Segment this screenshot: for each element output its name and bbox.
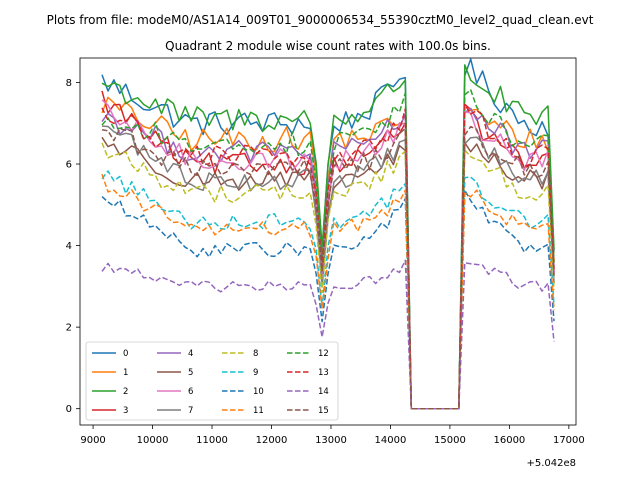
x-tick-label: 16000 xyxy=(493,435,525,446)
legend-label-2: 2 xyxy=(123,387,128,397)
legend-label-7: 7 xyxy=(188,406,193,416)
x-tick-label: 10000 xyxy=(137,435,169,446)
legend-label-14: 14 xyxy=(318,387,329,397)
x-offset-text: +5.042e8 xyxy=(526,458,576,469)
chart-title: Quadrant 2 module wise count rates with … xyxy=(165,39,491,53)
plot-frame xyxy=(79,57,577,426)
suptitle: Plots from file: modeM0/AS1A14_009T01_90… xyxy=(47,13,594,27)
series-line-8 xyxy=(101,142,555,410)
x-axis: 9000 10000 11000 12000 13000 14000 15000 16000 1… xyxy=(80,425,585,446)
series-line-15 xyxy=(101,125,555,410)
series-line-14 xyxy=(101,259,555,410)
x-tick-label: 17000 xyxy=(553,435,585,446)
legend-label-11: 11 xyxy=(253,406,264,416)
legend-label-12: 12 xyxy=(318,349,329,359)
legend-label-9: 9 xyxy=(253,368,258,378)
legend-label-5: 5 xyxy=(188,368,193,378)
legend-label-15: 15 xyxy=(318,406,329,416)
y-tick-label: 4 xyxy=(66,241,72,252)
legend-label-0: 0 xyxy=(123,349,128,359)
y-axis: 0 2 4 6 8 xyxy=(66,78,80,415)
series-line-11 xyxy=(101,173,555,410)
legend-label-13: 13 xyxy=(318,368,329,378)
y-tick-label: 6 xyxy=(66,160,72,171)
x-tick-label: 11000 xyxy=(196,435,228,446)
series-line-2 xyxy=(101,64,555,410)
legend-label-1: 1 xyxy=(123,368,128,378)
legend-label-4: 4 xyxy=(188,349,193,359)
series-line-13 xyxy=(101,103,555,410)
y-tick-label: 0 xyxy=(66,404,72,415)
x-tick-label: 9000 xyxy=(80,435,105,446)
series-line-10 xyxy=(101,189,555,410)
legend-box xyxy=(85,341,339,421)
x-tick-label: 13000 xyxy=(315,435,347,446)
legend-label-6: 6 xyxy=(188,387,193,397)
x-tick-label: 12000 xyxy=(256,435,288,446)
series-line-6 xyxy=(101,99,555,410)
y-tick-label: 2 xyxy=(66,323,72,334)
legend-label-8: 8 xyxy=(253,349,258,359)
legend-label-3: 3 xyxy=(123,406,128,416)
series-line-9 xyxy=(101,170,555,410)
series-layer xyxy=(101,58,555,410)
y-tick-label: 8 xyxy=(66,78,72,89)
legend-label-10: 10 xyxy=(253,387,264,397)
x-tick-label: 15000 xyxy=(434,435,466,446)
x-tick-label: 14000 xyxy=(375,435,407,446)
